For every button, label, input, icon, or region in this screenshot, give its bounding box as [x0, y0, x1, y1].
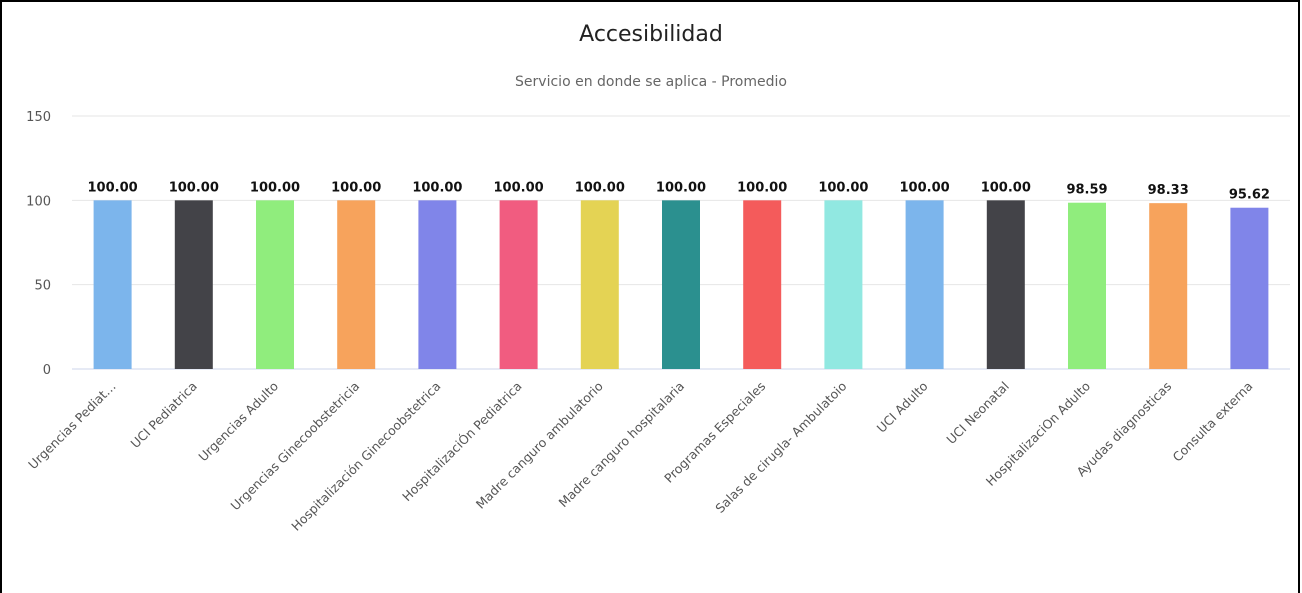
- data-label: 100.00: [88, 180, 138, 195]
- y-axis-ticks: 0 50 100 150: [26, 110, 51, 378]
- data-label: 100.00: [900, 180, 950, 195]
- data-label: 100.00: [494, 180, 544, 195]
- x-tick-label: Ayudas diagnosticas: [1073, 379, 1174, 480]
- data-label: 100.00: [737, 180, 787, 195]
- bar: [824, 200, 863, 369]
- data-label: 100.00: [575, 180, 625, 195]
- x-tick-label: Consulta externa: [1169, 379, 1255, 465]
- x-tick-label: Salas de cirugla- Ambulatoio: [712, 379, 849, 516]
- x-tick-label: Hospitalización Ginecoobstetrica: [288, 379, 443, 534]
- data-label: 100.00: [412, 180, 462, 195]
- x-axis-labels: Urgencias Pediat… UCI PediatricaUrgencias…: [25, 379, 1255, 534]
- bar: [174, 200, 213, 369]
- bar: [580, 200, 619, 369]
- x-tick-label: Madre canguro ambulatorio: [473, 379, 606, 512]
- data-label: 100.00: [250, 180, 300, 195]
- bar: [93, 200, 132, 369]
- data-label: 95.62: [1229, 188, 1270, 203]
- data-label: 98.33: [1148, 183, 1189, 198]
- bar: [337, 200, 376, 369]
- bar: [1230, 207, 1269, 369]
- y-tick-label: 0: [43, 363, 51, 378]
- x-tick-label: Urgencias Adulto: [195, 379, 281, 465]
- data-label: 100.00: [331, 180, 381, 195]
- bar: [499, 200, 538, 369]
- x-tick-label: UCI Adulto: [874, 379, 931, 436]
- bar: [256, 200, 294, 369]
- x-tick-label: Urgencias Pediat…: [25, 379, 119, 473]
- data-label: 98.59: [1066, 183, 1107, 198]
- bars: [93, 200, 1269, 369]
- bar: [986, 200, 1025, 369]
- y-tick-label: 150: [26, 110, 51, 125]
- bar: [905, 200, 944, 369]
- data-labels: 100.00 100.00 100.00 100.00 100.00 100.00 100.…: [88, 180, 1270, 202]
- data-label: 100.00: [169, 180, 219, 195]
- bar: [743, 200, 782, 369]
- bar: [1149, 203, 1188, 369]
- data-label: 100.00: [818, 180, 868, 195]
- y-tick-label: 50: [34, 279, 51, 294]
- bar: [1068, 202, 1106, 369]
- chart-subtitle: Servicio en donde se aplica - Promedio: [515, 74, 787, 90]
- x-tick-label: Urgencias Ginecoobstetricia: [228, 379, 363, 514]
- data-label: 100.00: [656, 180, 706, 195]
- bar: [418, 200, 457, 369]
- y-tick-label: 100: [26, 194, 51, 209]
- bar: [662, 200, 700, 369]
- chart-title: Accesibilidad: [579, 22, 723, 47]
- x-tick-label: UCI Neonatal: [943, 379, 1011, 447]
- data-label: 100.00: [981, 180, 1031, 195]
- x-tick-label: UCI Pediatrica: [127, 379, 199, 451]
